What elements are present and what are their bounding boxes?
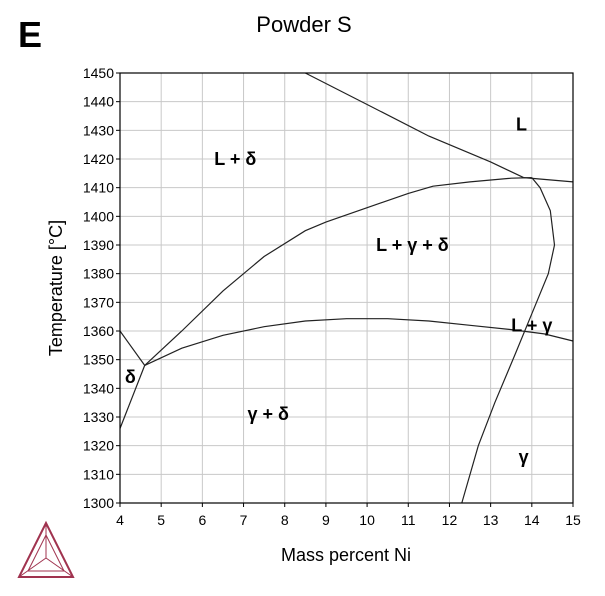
phase-boundary-line xyxy=(144,318,574,366)
y-axis-ticks: 1300 1310 1320 1330 1340 1350 1360 1370 1380 1390… xyxy=(83,65,120,511)
grid-lines xyxy=(120,73,573,503)
x-tick-label: 13 xyxy=(483,512,499,528)
phase-region-label: L + γ + δ xyxy=(376,235,449,255)
y-tick-label: 1360 xyxy=(83,323,114,339)
phase-boundary-line xyxy=(119,365,146,429)
y-tick-label: 1330 xyxy=(83,409,114,425)
y-tick-label: 1350 xyxy=(83,352,114,368)
x-tick-label: 11 xyxy=(401,512,416,528)
thermo-calc-logo-icon xyxy=(17,520,75,578)
y-tick-label: 1410 xyxy=(83,180,114,196)
phase-boundary-line xyxy=(523,177,574,183)
panel-label: E xyxy=(18,14,43,55)
y-tick-label: 1390 xyxy=(83,237,114,253)
x-tick-label: 7 xyxy=(240,512,248,528)
y-tick-label: 1380 xyxy=(83,266,114,282)
x-tick-label: 15 xyxy=(565,512,581,528)
x-tick-label: 9 xyxy=(322,512,330,528)
plot-frame xyxy=(119,72,574,504)
x-tick-label: 8 xyxy=(281,512,289,528)
y-tick-label: 1420 xyxy=(83,151,114,167)
y-tick-label: 1430 xyxy=(83,122,114,138)
x-tick-label: 4 xyxy=(116,512,124,528)
y-tick-label: 1300 xyxy=(83,495,114,511)
phase-region-label: γ + δ xyxy=(248,404,290,424)
phase-region-label: δ xyxy=(125,367,136,387)
phase-region-labels: L L + δ L + γ + δ L + γ δ γ + δ γ xyxy=(125,115,553,468)
phase-region-label: L + δ xyxy=(214,149,256,169)
phase-region-label: L + γ xyxy=(511,315,552,335)
x-tick-label: 10 xyxy=(359,512,375,528)
y-tick-label: 1370 xyxy=(83,294,114,310)
phase-region-label: L xyxy=(516,115,527,135)
x-axis-title: Mass percent Ni xyxy=(281,545,411,565)
phase-region-label: γ xyxy=(519,447,529,467)
y-axis-title: Temperature [°C] xyxy=(46,220,66,356)
phase-boundary-line xyxy=(461,177,556,504)
phase-boundary-line xyxy=(305,72,524,179)
phase-boundary-line xyxy=(119,330,146,366)
y-tick-label: 1320 xyxy=(83,438,114,454)
x-tick-label: 6 xyxy=(198,512,206,528)
y-tick-label: 1450 xyxy=(83,65,114,81)
y-tick-label: 1440 xyxy=(83,94,114,110)
x-tick-label: 14 xyxy=(524,512,540,528)
x-tick-label: 12 xyxy=(442,512,458,528)
x-axis-ticks: 4 5 6 7 8 9 10 11 12 13 14 15 xyxy=(116,503,581,528)
y-tick-label: 1340 xyxy=(83,380,114,396)
phase-boundary-line xyxy=(144,177,532,366)
chart-title: Powder S xyxy=(256,12,351,37)
phase-boundaries xyxy=(119,72,574,504)
y-tick-label: 1400 xyxy=(83,208,114,224)
x-tick-label: 5 xyxy=(157,512,165,528)
y-tick-label: 1310 xyxy=(83,466,114,482)
